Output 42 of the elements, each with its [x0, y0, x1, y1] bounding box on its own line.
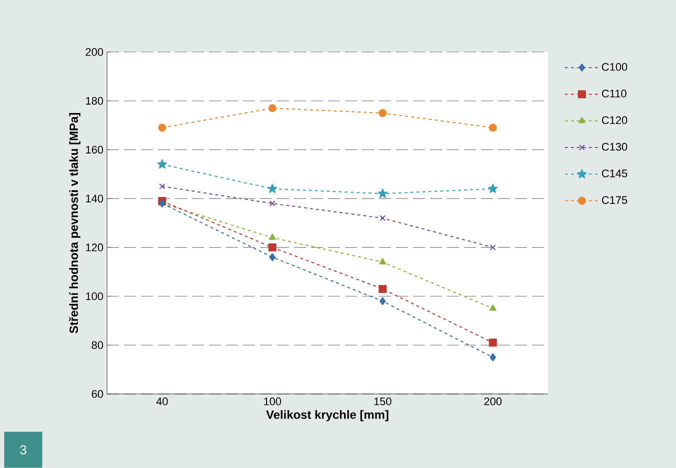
point [488, 124, 497, 132]
point [268, 104, 276, 112]
y-tick-label: 80 [92, 341, 104, 350]
legend-label: C120 [602, 116, 628, 124]
legend-label: C110 [602, 90, 626, 98]
y-tick-label: 160 [86, 146, 104, 154]
y-tick-label: 60 [92, 390, 104, 398]
legend-label: C100 [602, 63, 628, 71]
y-tick-label: 200 [86, 48, 104, 56]
x-tick-label: 100 [264, 398, 282, 406]
x-tick-label: 200 [484, 398, 502, 406]
point [380, 215, 386, 222]
x-tick-label: 150 [374, 398, 392, 406]
point [489, 304, 496, 311]
point [380, 297, 386, 306]
point [269, 200, 276, 206]
legend-label: C175 [602, 196, 628, 204]
point [378, 284, 387, 293]
point [488, 338, 497, 347]
point [490, 244, 496, 250]
point [157, 159, 167, 169]
point [379, 258, 386, 264]
legend-label: C145 [602, 170, 628, 178]
legend-label: C130 [602, 142, 628, 151]
y-tick-label: 140 [86, 194, 104, 202]
point [158, 124, 166, 132]
point [378, 188, 388, 198]
x-axis-title: Velikost krychle [mm] [266, 410, 388, 422]
x-tick-label: 40 [156, 398, 168, 406]
point [268, 243, 276, 252]
point [488, 184, 498, 193]
point [159, 183, 166, 190]
point [490, 353, 496, 362]
y-tick-label: 120 [86, 244, 104, 252]
point [268, 184, 278, 193]
point [269, 253, 276, 262]
y-tick-label: 180 [86, 96, 104, 105]
point [268, 234, 276, 240]
text: 3 [20, 445, 26, 454]
point [378, 109, 387, 118]
y-axis-title: Střední hodnota pevnosti v tlaku [MPa] [68, 113, 80, 334]
y-tick-label: 100 [86, 292, 104, 300]
